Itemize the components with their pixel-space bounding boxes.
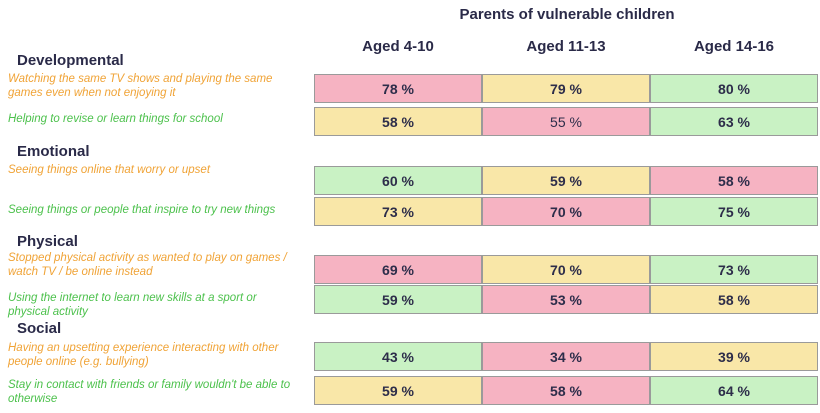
table-cell: 73 % [650,255,818,284]
table-cell: 63 % [650,107,818,136]
section-developmental: Developmental [17,52,124,69]
table-cell: 64 % [650,376,818,405]
table-cell: 39 % [650,342,818,371]
section-social: Social [17,320,62,337]
row-label: Helping to revise or learn things for sc… [8,113,223,125]
table-cell: 69 % [314,255,482,284]
table-cell: 58 % [650,166,818,195]
table-cell: 79 % [482,74,650,103]
table-cell: 70 % [482,255,650,284]
chart-title: Parents of vulnerable children [459,6,675,23]
column-header-aged-14-16: Aged 14-16 [693,38,775,55]
table-cell: 53 % [482,285,650,314]
table-cell: 70 % [482,197,650,226]
table-cell: 34 % [482,342,650,371]
table-cell: 80 % [650,74,818,103]
table-cell: 78 % [314,74,482,103]
section-emotional: Emotional [17,143,90,160]
row-label: Seeing things online that worry or upset [8,164,211,176]
table-cell: 60 % [314,166,482,195]
table-cell: 59 % [314,376,482,405]
row-label: Watching the same TV shows and playing t… [8,73,273,99]
table-cell: 43 % [314,342,482,371]
row-label: Stay in contact with friends or family w… [8,379,291,405]
table-cell: 58 % [314,107,482,136]
table-cell: 73 % [314,197,482,226]
table-cell: 59 % [482,166,650,195]
column-header-aged-4-10: Aged 4-10 [362,38,434,55]
table-cell: 55 % [482,107,650,136]
row-label: Using the internet to learn new skills a… [8,292,257,318]
column-header-aged-11-13: Aged 11-13 [526,38,606,55]
row-label: Having an upsetting experience interacti… [8,342,279,368]
section-physical: Physical [17,233,78,250]
row-label: Stopped physical activity as wanted to p… [8,252,287,278]
table-cell: 58 % [650,285,818,314]
table-cell: 75 % [650,197,818,226]
row-label: Seeing things or people that inspire to … [8,204,276,216]
table-cell: 58 % [482,376,650,405]
table-cell: 59 % [314,285,482,314]
